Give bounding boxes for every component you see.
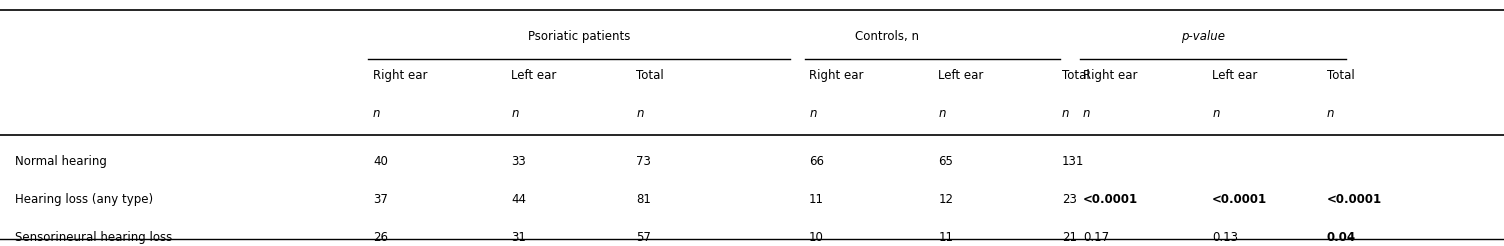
Text: 40: 40	[373, 155, 388, 168]
Text: Total: Total	[1327, 69, 1354, 82]
Text: n: n	[1083, 107, 1090, 120]
Text: 44: 44	[511, 193, 526, 206]
Text: 0.17: 0.17	[1083, 231, 1108, 244]
Text: 81: 81	[636, 193, 651, 206]
Text: Left ear: Left ear	[1212, 69, 1257, 82]
Text: Total: Total	[1062, 69, 1089, 82]
Text: Left ear: Left ear	[511, 69, 556, 82]
Text: Right ear: Right ear	[1083, 69, 1137, 82]
Text: 0.13: 0.13	[1212, 231, 1238, 244]
Text: n: n	[636, 107, 644, 120]
Text: 11: 11	[809, 193, 824, 206]
Text: 131: 131	[1062, 155, 1084, 168]
Text: n: n	[1212, 107, 1220, 120]
Text: 0.04: 0.04	[1327, 231, 1355, 244]
Text: Normal hearing: Normal hearing	[15, 155, 107, 168]
Text: 12: 12	[938, 193, 954, 206]
Text: 37: 37	[373, 193, 388, 206]
Text: Psoriatic patients: Psoriatic patients	[528, 30, 630, 43]
Text: n: n	[938, 107, 946, 120]
Text: n: n	[1327, 107, 1334, 120]
Text: n: n	[1062, 107, 1069, 120]
Text: <0.0001: <0.0001	[1083, 193, 1139, 206]
Text: p-value: p-value	[1181, 30, 1226, 43]
Text: 23: 23	[1062, 193, 1077, 206]
Text: n: n	[809, 107, 817, 120]
Text: <0.0001: <0.0001	[1212, 193, 1268, 206]
Text: 26: 26	[373, 231, 388, 244]
Text: 73: 73	[636, 155, 651, 168]
Text: Sensorineural hearing loss: Sensorineural hearing loss	[15, 231, 173, 244]
Text: 11: 11	[938, 231, 954, 244]
Text: 65: 65	[938, 155, 954, 168]
Text: 57: 57	[636, 231, 651, 244]
Text: Left ear: Left ear	[938, 69, 984, 82]
Text: 33: 33	[511, 155, 526, 168]
Text: n: n	[511, 107, 519, 120]
Text: Hearing loss (any type): Hearing loss (any type)	[15, 193, 153, 206]
Text: 10: 10	[809, 231, 824, 244]
Text: Total: Total	[636, 69, 663, 82]
Text: n: n	[373, 107, 381, 120]
Text: 66: 66	[809, 155, 824, 168]
Text: 31: 31	[511, 231, 526, 244]
Text: Right ear: Right ear	[809, 69, 863, 82]
Text: <0.0001: <0.0001	[1327, 193, 1382, 206]
Text: 21: 21	[1062, 231, 1077, 244]
Text: Right ear: Right ear	[373, 69, 427, 82]
Text: Controls, n: Controls, n	[856, 30, 919, 43]
